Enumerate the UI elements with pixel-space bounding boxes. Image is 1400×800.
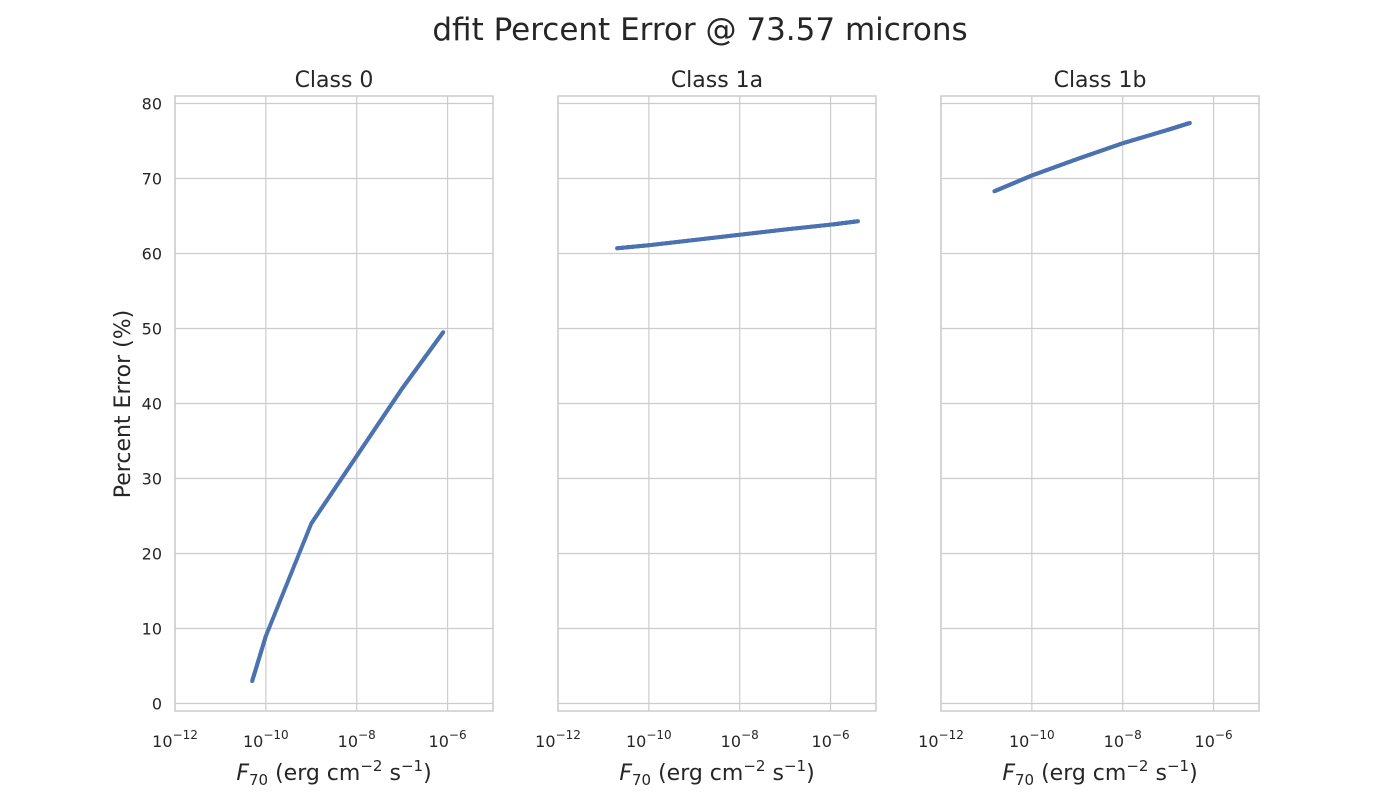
x-tick-label: 10−8 [721, 728, 759, 751]
data-point [1187, 121, 1192, 125]
subplot-3: Class 1b 10−12 10−10 10−8 10−6 F70 (erg cm−2 … [918, 68, 1260, 789]
y-tick-label: 80 [142, 95, 162, 114]
x-tick-label: 10−8 [338, 728, 376, 751]
y-tick-label: 30 [142, 470, 162, 489]
y-tick-label: 40 [142, 395, 162, 414]
axes-frame [557, 95, 877, 712]
y-tick-label: 20 [142, 545, 162, 564]
y-axis-label: Percent Error (%) [111, 310, 136, 498]
y-tick-label: 0 [152, 695, 162, 714]
x-axis-label: F70 (erg cm−2 s−1) [236, 757, 431, 789]
x-axis-label: F70 (erg cm−2 s−1) [619, 757, 814, 789]
subplot-2: Class 1a 10−12 10−10 10−8 10−6 F70 (erg cm−2 … [535, 68, 877, 789]
subplot-title: Class 1a [671, 68, 763, 93]
x-tick-label: 10−6 [812, 728, 850, 751]
axes-frame [940, 95, 1260, 712]
subplot-title: Class 0 [295, 68, 374, 93]
y-tick-label: 10 [142, 620, 162, 639]
y-tick-label: 70 [142, 170, 162, 189]
x-tick-label: 10−12 [152, 728, 198, 751]
subplot-1: Class 0 10−12 10−10 10−8 10−6 0 10 20 30 40 50 60 70… [142, 68, 494, 789]
x-axis-label: F70 (erg cm−2 s−1) [1002, 757, 1197, 789]
data-point [855, 219, 860, 224]
axes-frame [174, 95, 494, 712]
x-tick-label: 10−6 [1195, 728, 1233, 751]
x-tick-label: 10−8 [1104, 728, 1142, 751]
figure-title: dfit Percent Error @ 73.57 microns [432, 12, 967, 48]
subplots: Class 0 10−12 10−10 10−8 10−6 0 10 20 30 40 50 60 70… [142, 68, 1260, 789]
x-tick-label: 10−12 [535, 728, 581, 751]
x-tick-label: 10−6 [429, 728, 467, 751]
x-tick-label: 10−10 [626, 728, 672, 751]
y-tick-label: 50 [142, 320, 162, 339]
x-tick-label: 10−10 [1009, 728, 1055, 751]
subplot-title: Class 1b [1054, 68, 1147, 93]
x-tick-label: 10−10 [243, 728, 289, 751]
x-tick-label: 10−12 [918, 728, 964, 751]
data-point [441, 330, 446, 335]
y-tick-label: 60 [142, 245, 162, 264]
